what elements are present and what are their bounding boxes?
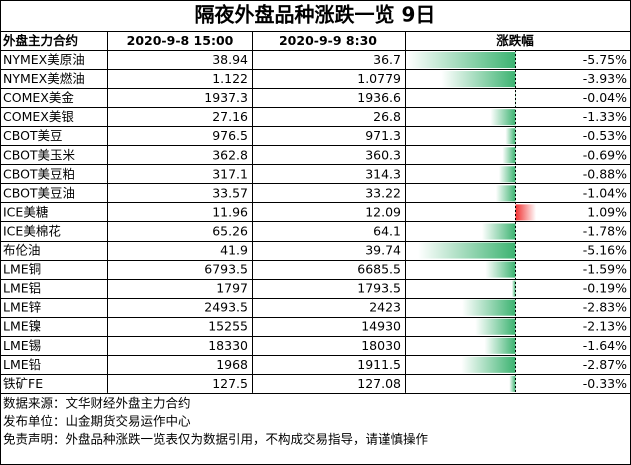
change-bar xyxy=(515,204,537,221)
cell-prev: 1797 xyxy=(216,281,248,296)
cell-change: -3.93% xyxy=(583,71,627,86)
cell-change: -5.75% xyxy=(583,52,627,67)
footer-note: 免责声明：外盘品种涨跌一览表仅为数据引用，不构成交易指导，请谨慎操作 xyxy=(3,431,429,446)
cell-prev: 1.122 xyxy=(212,71,248,86)
cell-name: ICE美糖 xyxy=(3,204,49,219)
cell-change: -0.19% xyxy=(583,281,627,296)
footer-note: 发布单位：山金期货交易运作中心 xyxy=(3,413,191,428)
change-bar xyxy=(462,299,516,316)
cell-curr: 971.3 xyxy=(365,128,401,143)
cell-curr: 26.8 xyxy=(373,109,401,124)
cell-prev: 11.96 xyxy=(212,204,248,219)
cell-change: -0.33% xyxy=(583,376,627,391)
cell-prev: 15255 xyxy=(208,319,248,334)
header: 2020-9-9 8:30 xyxy=(279,33,377,48)
cell-change: -1.04% xyxy=(583,185,627,200)
change-bar xyxy=(441,71,516,88)
cell-change: 1.09% xyxy=(587,204,627,219)
cell-change: -2.83% xyxy=(583,300,627,315)
change-bar xyxy=(505,128,516,145)
cell-prev: 976.5 xyxy=(212,128,248,143)
cell-prev: 18330 xyxy=(208,338,248,353)
change-bar xyxy=(495,185,516,202)
cell-curr: 14930 xyxy=(361,319,401,334)
cell-name: NYMEX美燃油 xyxy=(3,71,85,86)
cell-name: CBOT美豆 xyxy=(3,128,63,143)
header: 涨跌幅 xyxy=(496,33,534,48)
cell-curr: 1936.6 xyxy=(357,90,401,105)
cell-name: LME铅 xyxy=(3,357,41,372)
change-bar xyxy=(407,52,516,69)
cell-change: -0.04% xyxy=(583,90,627,105)
change-bar xyxy=(498,166,516,183)
cell-prev: 1937.3 xyxy=(204,90,248,105)
cell-name: 布伦油 xyxy=(3,243,41,258)
cell-prev: 65.26 xyxy=(212,223,248,238)
cell-name: COMEX美银 xyxy=(3,109,74,124)
cell-change: -5.16% xyxy=(583,243,627,258)
cell-name: COMEX美金 xyxy=(3,90,74,105)
footer-note: 数据来源：文华财经外盘主力合约 xyxy=(3,395,191,410)
cell-name: CBOT美豆油 xyxy=(3,185,75,200)
cell-change: -1.59% xyxy=(583,262,627,277)
cell-curr: 36.7 xyxy=(373,52,401,67)
title: 隔夜外盘品种涨跌一览 9日 xyxy=(195,3,436,27)
change-bar xyxy=(509,375,516,392)
cell-change: -0.53% xyxy=(583,128,627,143)
cell-prev: 33.57 xyxy=(212,185,248,200)
cell-name: LME锌 xyxy=(3,300,41,315)
cell-prev: 127.5 xyxy=(212,376,248,391)
cell-curr: 6685.5 xyxy=(357,262,401,277)
change-bar xyxy=(484,337,516,354)
cell-change: -1.33% xyxy=(583,109,627,124)
cell-name: LME铜 xyxy=(3,262,41,277)
cell-curr: 1.0779 xyxy=(357,71,401,86)
cell-name: CBOT美玉米 xyxy=(3,147,76,162)
cell-change: -1.64% xyxy=(583,338,627,353)
cell-prev: 6793.5 xyxy=(204,262,248,277)
change-bar xyxy=(511,280,516,297)
change-bar xyxy=(502,147,516,164)
cell-curr: 33.22 xyxy=(365,185,401,200)
cell-name: CBOT美豆粕 xyxy=(3,166,75,181)
cell-prev: 41.9 xyxy=(220,243,248,258)
cell-name: LME锡 xyxy=(3,338,41,353)
cell-prev: 1968 xyxy=(216,357,248,372)
change-bar xyxy=(485,261,516,278)
cell-prev: 362.8 xyxy=(212,147,248,162)
header: 2020-9-8 15:00 xyxy=(127,33,234,48)
change-bar xyxy=(418,242,516,259)
cell-name: LME铝 xyxy=(3,281,41,296)
cell-prev: 38.94 xyxy=(212,52,248,67)
cell-curr: 314.3 xyxy=(365,166,401,181)
cell-prev: 2493.5 xyxy=(204,300,248,315)
cell-curr: 12.09 xyxy=(365,204,401,219)
cell-curr: 18030 xyxy=(361,338,401,353)
cell-prev: 27.16 xyxy=(212,109,248,124)
cell-curr: 39.74 xyxy=(365,243,401,258)
cell-curr: 360.3 xyxy=(365,147,401,162)
change-bar xyxy=(461,356,516,373)
cell-curr: 2423 xyxy=(369,300,401,315)
cell-name: 铁矿FE xyxy=(3,376,43,391)
cell-curr: 1911.5 xyxy=(357,357,401,372)
cell-change: -0.88% xyxy=(583,166,627,181)
cell-curr: 64.1 xyxy=(373,223,401,238)
cell-change: -0.69% xyxy=(583,147,627,162)
cell-curr: 127.08 xyxy=(357,376,401,391)
change-bar xyxy=(490,109,516,126)
cell-name: LME镍 xyxy=(3,319,41,334)
cell-change: -2.87% xyxy=(583,357,627,372)
cell-curr: 1793.5 xyxy=(357,281,401,296)
cell-change: -2.13% xyxy=(583,319,627,334)
cell-change: -1.78% xyxy=(583,223,627,238)
change-bar xyxy=(475,318,516,335)
header: 外盘主力合约 xyxy=(2,33,78,48)
cell-name: ICE美棉花 xyxy=(3,223,61,238)
cell-prev: 317.1 xyxy=(212,166,248,181)
cell-name: NYMEX美原油 xyxy=(3,52,85,67)
change-bar xyxy=(481,223,516,240)
